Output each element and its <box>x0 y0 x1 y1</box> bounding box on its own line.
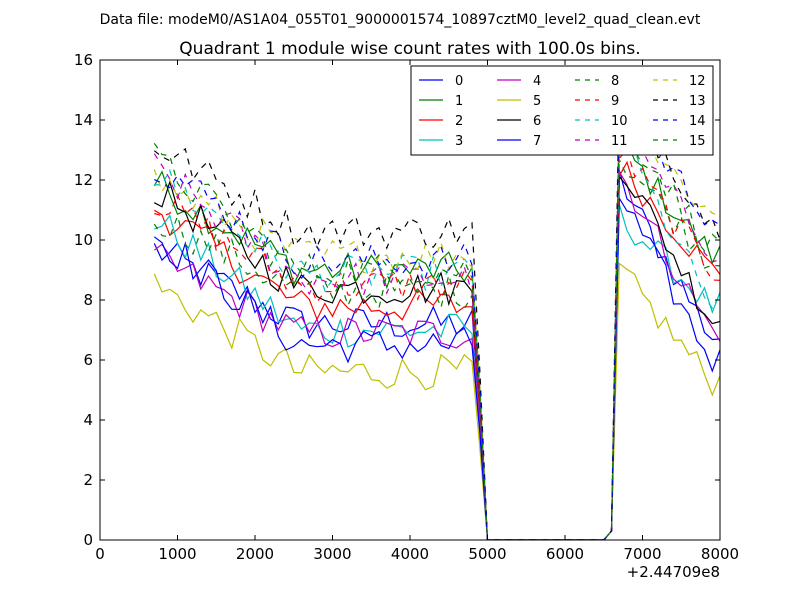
x-tick-label: 6000 <box>546 545 584 563</box>
y-tick-label: 16 <box>74 51 93 69</box>
series-layer <box>153 76 720 540</box>
legend-label-14: 14 <box>689 114 706 129</box>
y-tick-label: 10 <box>74 231 93 249</box>
legend-label-4: 4 <box>533 74 541 89</box>
y-tick-label: 6 <box>83 351 93 369</box>
x-axis-offset-label: +2.44709e8 <box>627 563 720 581</box>
x-axis: 0 1000 2000 3000 4000 5000 6000 7000 8000 <box>95 60 739 563</box>
legend-label-13: 13 <box>689 94 706 109</box>
legend-label-10: 10 <box>611 114 628 129</box>
legend-label-7: 7 <box>533 134 541 149</box>
series-line-4 <box>153 169 720 540</box>
legend-label-9: 9 <box>611 94 619 109</box>
x-tick-label: 5000 <box>468 545 506 563</box>
series-line-8 <box>153 159 720 540</box>
legend-frame <box>410 65 714 156</box>
series-line-6 <box>154 174 720 540</box>
legend-label-12: 12 <box>689 74 706 89</box>
series-line-2 <box>153 160 720 540</box>
legend-label-8: 8 <box>611 74 619 89</box>
y-tick-label: 2 <box>83 471 93 489</box>
x-tick-label: 0 <box>95 545 105 563</box>
legend-label-0: 0 <box>455 74 463 89</box>
y-tick-label: 12 <box>74 171 93 189</box>
series-line-11 <box>153 113 720 540</box>
x-tick-label: 4000 <box>391 545 429 563</box>
x-tick-label: 7000 <box>623 545 661 563</box>
legend-label-2: 2 <box>455 114 463 129</box>
legend-label-3: 3 <box>455 134 463 149</box>
series-line-7 <box>153 196 720 540</box>
x-tick-label: 2000 <box>236 545 274 563</box>
x-tick-label: 1000 <box>158 545 196 563</box>
x-tick-label: 3000 <box>313 545 351 563</box>
y-tick-label: 8 <box>83 291 93 309</box>
y-tick-label: 4 <box>83 411 93 429</box>
series-line-5 <box>153 262 720 540</box>
legend-label-15: 15 <box>689 134 706 149</box>
legend-label-5: 5 <box>533 94 541 109</box>
legend-label-11: 11 <box>611 134 628 149</box>
y-tick-label: 14 <box>74 111 93 129</box>
y-tick-label: 0 <box>83 531 93 549</box>
chart-title: Quadrant 1 module wise count rates with … <box>179 39 640 59</box>
figure-suptitle: Data file: modeM0/AS1A04_055T01_90000015… <box>100 12 701 28</box>
legend-label-6: 6 <box>533 114 541 129</box>
x-tick-label: 8000 <box>701 545 739 563</box>
legend-label-1: 1 <box>455 94 463 109</box>
series-line-0 <box>153 170 720 540</box>
